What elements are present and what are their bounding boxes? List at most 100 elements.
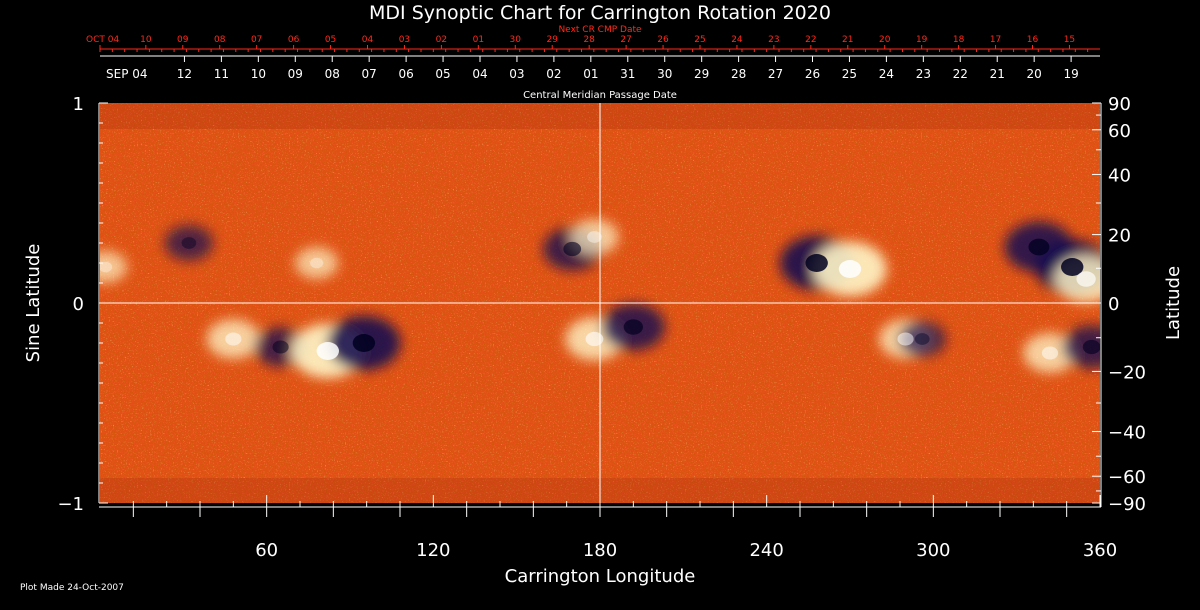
cmp-date-label: 11: [214, 67, 229, 81]
cmp-date-label: 08: [325, 67, 340, 81]
cmp-date-label: 25: [842, 67, 857, 81]
next-cr-date-label: 20: [879, 35, 891, 45]
cmp-dates: SEP 04 12 11 10 09 08 07 06 05 04 03 02 01 31 30 29 28 27…: [106, 56, 1079, 81]
cmp-date-label: 12: [177, 67, 192, 81]
next-cr-date-label: 03: [399, 35, 410, 45]
next-cr-date-label: 30: [510, 35, 522, 45]
positive-field-core: [585, 331, 604, 347]
next-cr-date-label: 02: [436, 35, 447, 45]
cmp-date-label: 03: [509, 67, 524, 81]
next-cr-date-label: 08: [214, 35, 226, 45]
negative-field-region: [1062, 325, 1100, 369]
y-axis-label-left: Sine Latitude: [23, 244, 44, 363]
cmp-date-label: 26: [805, 67, 820, 81]
footer-plot-made: Plot Made 24-Oct-2007: [20, 583, 124, 593]
negative-field-core: [563, 241, 582, 257]
x-tick-label: 300: [916, 540, 950, 561]
negative-field-region: [898, 321, 947, 357]
next-cr-date-label: 19: [916, 35, 928, 45]
right-y-ticks: 90 60 40 20 0 −20 −40 −60 −90: [1092, 94, 1146, 515]
cmp-date-label: 24: [879, 67, 894, 81]
cmp-date-label: 19: [1063, 67, 1078, 81]
left-tick-label: −1: [57, 494, 84, 515]
cmp-date-label: 28: [731, 67, 746, 81]
next-cr-date-label: OCT 04: [86, 35, 119, 45]
cmp-date-label: 09: [288, 67, 303, 81]
left-tick-label: 0: [73, 294, 84, 315]
right-tick-label: 60: [1108, 121, 1131, 142]
negative-field-core: [181, 237, 197, 249]
cmp-date-label: 20: [1027, 67, 1042, 81]
cmp-date-label: 02: [546, 67, 561, 81]
positive-field-core: [310, 257, 324, 269]
x-tick-label: 120: [416, 540, 450, 561]
negative-field-core: [1028, 238, 1050, 256]
next-cr-date-label: 21: [842, 35, 853, 45]
cmp-date-label: 21: [990, 67, 1005, 81]
positive-field-region: [570, 219, 619, 255]
x-tick-label: 360: [1083, 540, 1117, 561]
x-tick-label: 180: [583, 540, 617, 561]
next-cr-date-label: 28: [583, 35, 595, 45]
next-cr-date-label: 23: [768, 35, 779, 45]
next-cr-date-label: 06: [288, 35, 300, 45]
right-tick-label: −20: [1108, 362, 1146, 383]
next-cr-date-label: 01: [473, 35, 484, 45]
next-cr-date-label: 18: [953, 35, 965, 45]
left-tick-label: 1: [73, 94, 84, 115]
next-cr-date-label: 24: [731, 35, 743, 45]
right-tick-label: −40: [1108, 423, 1146, 444]
next-cr-date-label: 27: [620, 35, 631, 45]
negative-field-core: [1082, 339, 1100, 355]
x-tick-label: 60: [255, 540, 278, 561]
active-region-cores: [100, 231, 1100, 360]
next-cr-date-label: 04: [362, 35, 374, 45]
negative-field-core: [272, 340, 289, 354]
positive-field-core: [316, 342, 339, 360]
cmp-date-label: 27: [768, 67, 783, 81]
next-cr-date-label: 15: [1064, 35, 1075, 45]
y-axis-label-right: Latitude: [1163, 266, 1184, 340]
positive-field-core: [587, 231, 602, 243]
chart-title: MDI Synoptic Chart for Carrington Rotati…: [369, 2, 831, 24]
cmp-date-label: SEP 04: [106, 67, 148, 81]
next-cr-date-label: 05: [325, 35, 336, 45]
right-tick-label: 90: [1108, 94, 1131, 115]
x-ticks: 60 120 180 240 300 360: [132, 495, 1117, 561]
negative-field-core: [352, 334, 376, 352]
cmp-axis-label: Central Meridian Passage Date: [523, 90, 677, 101]
cmp-date-label: 23: [916, 67, 931, 81]
next-cr-label: Next CR CMP Date: [558, 25, 642, 35]
negative-field-core: [1061, 258, 1084, 276]
cmp-date-label: 10: [251, 67, 266, 81]
cmp-date-label: 29: [694, 67, 709, 81]
next-cr-date-label: 29: [546, 35, 558, 45]
cmp-date-label: 22: [953, 67, 968, 81]
next-cr-date-label: 22: [805, 35, 816, 45]
cmp-date-label: 05: [435, 67, 450, 81]
negative-field-core: [914, 333, 930, 345]
cmp-date-label: 31: [620, 67, 635, 81]
positive-field-core: [100, 261, 113, 273]
positive-field-region: [295, 247, 339, 279]
right-tick-label: −90: [1108, 494, 1146, 515]
next-cr-date-label: 17: [990, 35, 1001, 45]
negative-field-region: [164, 225, 214, 261]
positive-field-core: [838, 260, 862, 278]
positive-field-core: [897, 332, 914, 346]
next-cr-date-label: 10: [140, 35, 152, 45]
right-tick-label: 20: [1108, 226, 1131, 247]
negative-field-core: [623, 319, 643, 335]
x-tick-label: 240: [749, 540, 783, 561]
left-y-ticks: 1 0 −1: [57, 94, 108, 515]
cmp-date-label: 07: [362, 67, 377, 81]
right-tick-label: −60: [1108, 467, 1146, 488]
negative-field-core: [805, 254, 828, 272]
next-cr-dates: OCT 04 10 09 08 07 06 05 04 03 02 01 30 29 28 27 26 25 24…: [86, 35, 1089, 52]
x-axis-label: Carrington Longitude: [505, 566, 696, 587]
right-tick-label: 40: [1108, 165, 1131, 186]
positive-field-core: [225, 332, 242, 346]
right-tick-label: 0: [1108, 294, 1119, 315]
positive-field-core: [1041, 346, 1059, 360]
